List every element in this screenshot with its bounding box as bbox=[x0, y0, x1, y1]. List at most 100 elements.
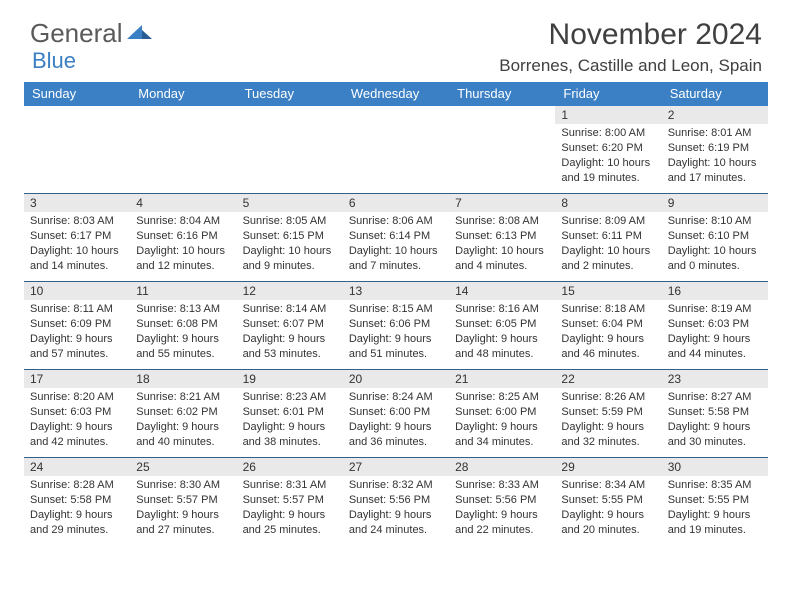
day-body: Sunrise: 8:26 AMSunset: 5:59 PMDaylight:… bbox=[555, 388, 661, 453]
month-title: November 2024 bbox=[499, 18, 762, 52]
weekday-header: Saturday bbox=[662, 82, 768, 106]
sunset-line: Sunset: 5:56 PM bbox=[455, 493, 549, 508]
day-number: 28 bbox=[449, 458, 555, 476]
day-number bbox=[449, 106, 555, 110]
brand-word-1: General bbox=[30, 18, 123, 49]
day-number: 13 bbox=[343, 282, 449, 300]
calendar-row: 17Sunrise: 8:20 AMSunset: 6:03 PMDayligh… bbox=[24, 370, 768, 458]
day-number: 5 bbox=[237, 194, 343, 212]
day-body: Sunrise: 8:11 AMSunset: 6:09 PMDaylight:… bbox=[24, 300, 130, 365]
day-number: 2 bbox=[662, 106, 768, 124]
sunrise-line: Sunrise: 8:35 AM bbox=[668, 478, 762, 493]
day-number: 14 bbox=[449, 282, 555, 300]
day-body: Sunrise: 8:20 AMSunset: 6:03 PMDaylight:… bbox=[24, 388, 130, 453]
calendar-cell: 20Sunrise: 8:24 AMSunset: 6:00 PMDayligh… bbox=[343, 370, 449, 458]
calendar-cell: 25Sunrise: 8:30 AMSunset: 5:57 PMDayligh… bbox=[130, 458, 236, 546]
sunset-line: Sunset: 6:20 PM bbox=[561, 141, 655, 156]
day-number: 10 bbox=[24, 282, 130, 300]
daylight-line: Daylight: 10 hours and 7 minutes. bbox=[349, 244, 443, 274]
sunrise-line: Sunrise: 8:21 AM bbox=[136, 390, 230, 405]
sunset-line: Sunset: 6:15 PM bbox=[243, 229, 337, 244]
sunset-line: Sunset: 6:07 PM bbox=[243, 317, 337, 332]
weekday-header: Friday bbox=[555, 82, 661, 106]
location-line: Borrenes, Castille and Leon, Spain bbox=[499, 56, 762, 76]
sunset-line: Sunset: 6:09 PM bbox=[30, 317, 124, 332]
calendar-thead: Sunday Monday Tuesday Wednesday Thursday… bbox=[24, 82, 768, 106]
sunrise-line: Sunrise: 8:25 AM bbox=[455, 390, 549, 405]
weekday-header: Sunday bbox=[24, 82, 130, 106]
sunset-line: Sunset: 6:00 PM bbox=[455, 405, 549, 420]
sunset-line: Sunset: 6:03 PM bbox=[30, 405, 124, 420]
day-body: Sunrise: 8:27 AMSunset: 5:58 PMDaylight:… bbox=[662, 388, 768, 453]
calendar-cell: 6Sunrise: 8:06 AMSunset: 6:14 PMDaylight… bbox=[343, 194, 449, 282]
daylight-line: Daylight: 9 hours and 20 minutes. bbox=[561, 508, 655, 538]
day-number bbox=[237, 106, 343, 110]
day-body: Sunrise: 8:33 AMSunset: 5:56 PMDaylight:… bbox=[449, 476, 555, 541]
day-number bbox=[24, 106, 130, 110]
day-number: 22 bbox=[555, 370, 661, 388]
daylight-line: Daylight: 9 hours and 19 minutes. bbox=[668, 508, 762, 538]
calendar-row: 10Sunrise: 8:11 AMSunset: 6:09 PMDayligh… bbox=[24, 282, 768, 370]
daylight-line: Daylight: 9 hours and 48 minutes. bbox=[455, 332, 549, 362]
calendar-cell: 17Sunrise: 8:20 AMSunset: 6:03 PMDayligh… bbox=[24, 370, 130, 458]
sunset-line: Sunset: 6:19 PM bbox=[668, 141, 762, 156]
sunrise-line: Sunrise: 8:04 AM bbox=[136, 214, 230, 229]
sunset-line: Sunset: 6:02 PM bbox=[136, 405, 230, 420]
calendar-cell: 19Sunrise: 8:23 AMSunset: 6:01 PMDayligh… bbox=[237, 370, 343, 458]
sunset-line: Sunset: 6:05 PM bbox=[455, 317, 549, 332]
day-number: 20 bbox=[343, 370, 449, 388]
calendar-cell: 23Sunrise: 8:27 AMSunset: 5:58 PMDayligh… bbox=[662, 370, 768, 458]
calendar-cell: 27Sunrise: 8:32 AMSunset: 5:56 PMDayligh… bbox=[343, 458, 449, 546]
day-body: Sunrise: 8:34 AMSunset: 5:55 PMDaylight:… bbox=[555, 476, 661, 541]
day-number: 30 bbox=[662, 458, 768, 476]
sunrise-line: Sunrise: 8:26 AM bbox=[561, 390, 655, 405]
day-number: 18 bbox=[130, 370, 236, 388]
daylight-line: Daylight: 9 hours and 22 minutes. bbox=[455, 508, 549, 538]
sunrise-line: Sunrise: 8:32 AM bbox=[349, 478, 443, 493]
sunrise-line: Sunrise: 8:24 AM bbox=[349, 390, 443, 405]
day-body: Sunrise: 8:32 AMSunset: 5:56 PMDaylight:… bbox=[343, 476, 449, 541]
sunrise-line: Sunrise: 8:03 AM bbox=[30, 214, 124, 229]
day-body: Sunrise: 8:35 AMSunset: 5:55 PMDaylight:… bbox=[662, 476, 768, 541]
calendar-table: Sunday Monday Tuesday Wednesday Thursday… bbox=[24, 82, 768, 546]
calendar-cell: 29Sunrise: 8:34 AMSunset: 5:55 PMDayligh… bbox=[555, 458, 661, 546]
calendar-cell: 1Sunrise: 8:00 AMSunset: 6:20 PMDaylight… bbox=[555, 106, 661, 194]
day-number: 4 bbox=[130, 194, 236, 212]
sunset-line: Sunset: 6:00 PM bbox=[349, 405, 443, 420]
day-body: Sunrise: 8:25 AMSunset: 6:00 PMDaylight:… bbox=[449, 388, 555, 453]
day-number: 21 bbox=[449, 370, 555, 388]
title-block: November 2024 Borrenes, Castille and Leo… bbox=[499, 18, 762, 76]
daylight-line: Daylight: 9 hours and 30 minutes. bbox=[668, 420, 762, 450]
daylight-line: Daylight: 10 hours and 9 minutes. bbox=[243, 244, 337, 274]
calendar-cell: 10Sunrise: 8:11 AMSunset: 6:09 PMDayligh… bbox=[24, 282, 130, 370]
daylight-line: Daylight: 9 hours and 55 minutes. bbox=[136, 332, 230, 362]
daylight-line: Daylight: 10 hours and 2 minutes. bbox=[561, 244, 655, 274]
calendar-cell: 12Sunrise: 8:14 AMSunset: 6:07 PMDayligh… bbox=[237, 282, 343, 370]
calendar-cell: 22Sunrise: 8:26 AMSunset: 5:59 PMDayligh… bbox=[555, 370, 661, 458]
day-number: 6 bbox=[343, 194, 449, 212]
sunset-line: Sunset: 5:55 PM bbox=[668, 493, 762, 508]
sunrise-line: Sunrise: 8:19 AM bbox=[668, 302, 762, 317]
sunset-line: Sunset: 6:03 PM bbox=[668, 317, 762, 332]
sunrise-line: Sunrise: 8:30 AM bbox=[136, 478, 230, 493]
day-body: Sunrise: 8:23 AMSunset: 6:01 PMDaylight:… bbox=[237, 388, 343, 453]
day-number bbox=[343, 106, 449, 110]
page-header: General November 2024 Borrenes, Castille… bbox=[0, 0, 792, 82]
day-number: 11 bbox=[130, 282, 236, 300]
weekday-header: Thursday bbox=[449, 82, 555, 106]
calendar-row: 3Sunrise: 8:03 AMSunset: 6:17 PMDaylight… bbox=[24, 194, 768, 282]
day-number: 8 bbox=[555, 194, 661, 212]
weekday-header: Tuesday bbox=[237, 82, 343, 106]
day-body: Sunrise: 8:15 AMSunset: 6:06 PMDaylight:… bbox=[343, 300, 449, 365]
day-body: Sunrise: 8:24 AMSunset: 6:00 PMDaylight:… bbox=[343, 388, 449, 453]
daylight-line: Daylight: 9 hours and 57 minutes. bbox=[30, 332, 124, 362]
calendar-cell: 7Sunrise: 8:08 AMSunset: 6:13 PMDaylight… bbox=[449, 194, 555, 282]
calendar-cell bbox=[343, 106, 449, 194]
daylight-line: Daylight: 10 hours and 4 minutes. bbox=[455, 244, 549, 274]
calendar-cell: 28Sunrise: 8:33 AMSunset: 5:56 PMDayligh… bbox=[449, 458, 555, 546]
daylight-line: Daylight: 9 hours and 27 minutes. bbox=[136, 508, 230, 538]
calendar-row: 24Sunrise: 8:28 AMSunset: 5:58 PMDayligh… bbox=[24, 458, 768, 546]
sunset-line: Sunset: 6:16 PM bbox=[136, 229, 230, 244]
sunrise-line: Sunrise: 8:05 AM bbox=[243, 214, 337, 229]
daylight-line: Daylight: 10 hours and 17 minutes. bbox=[668, 156, 762, 186]
